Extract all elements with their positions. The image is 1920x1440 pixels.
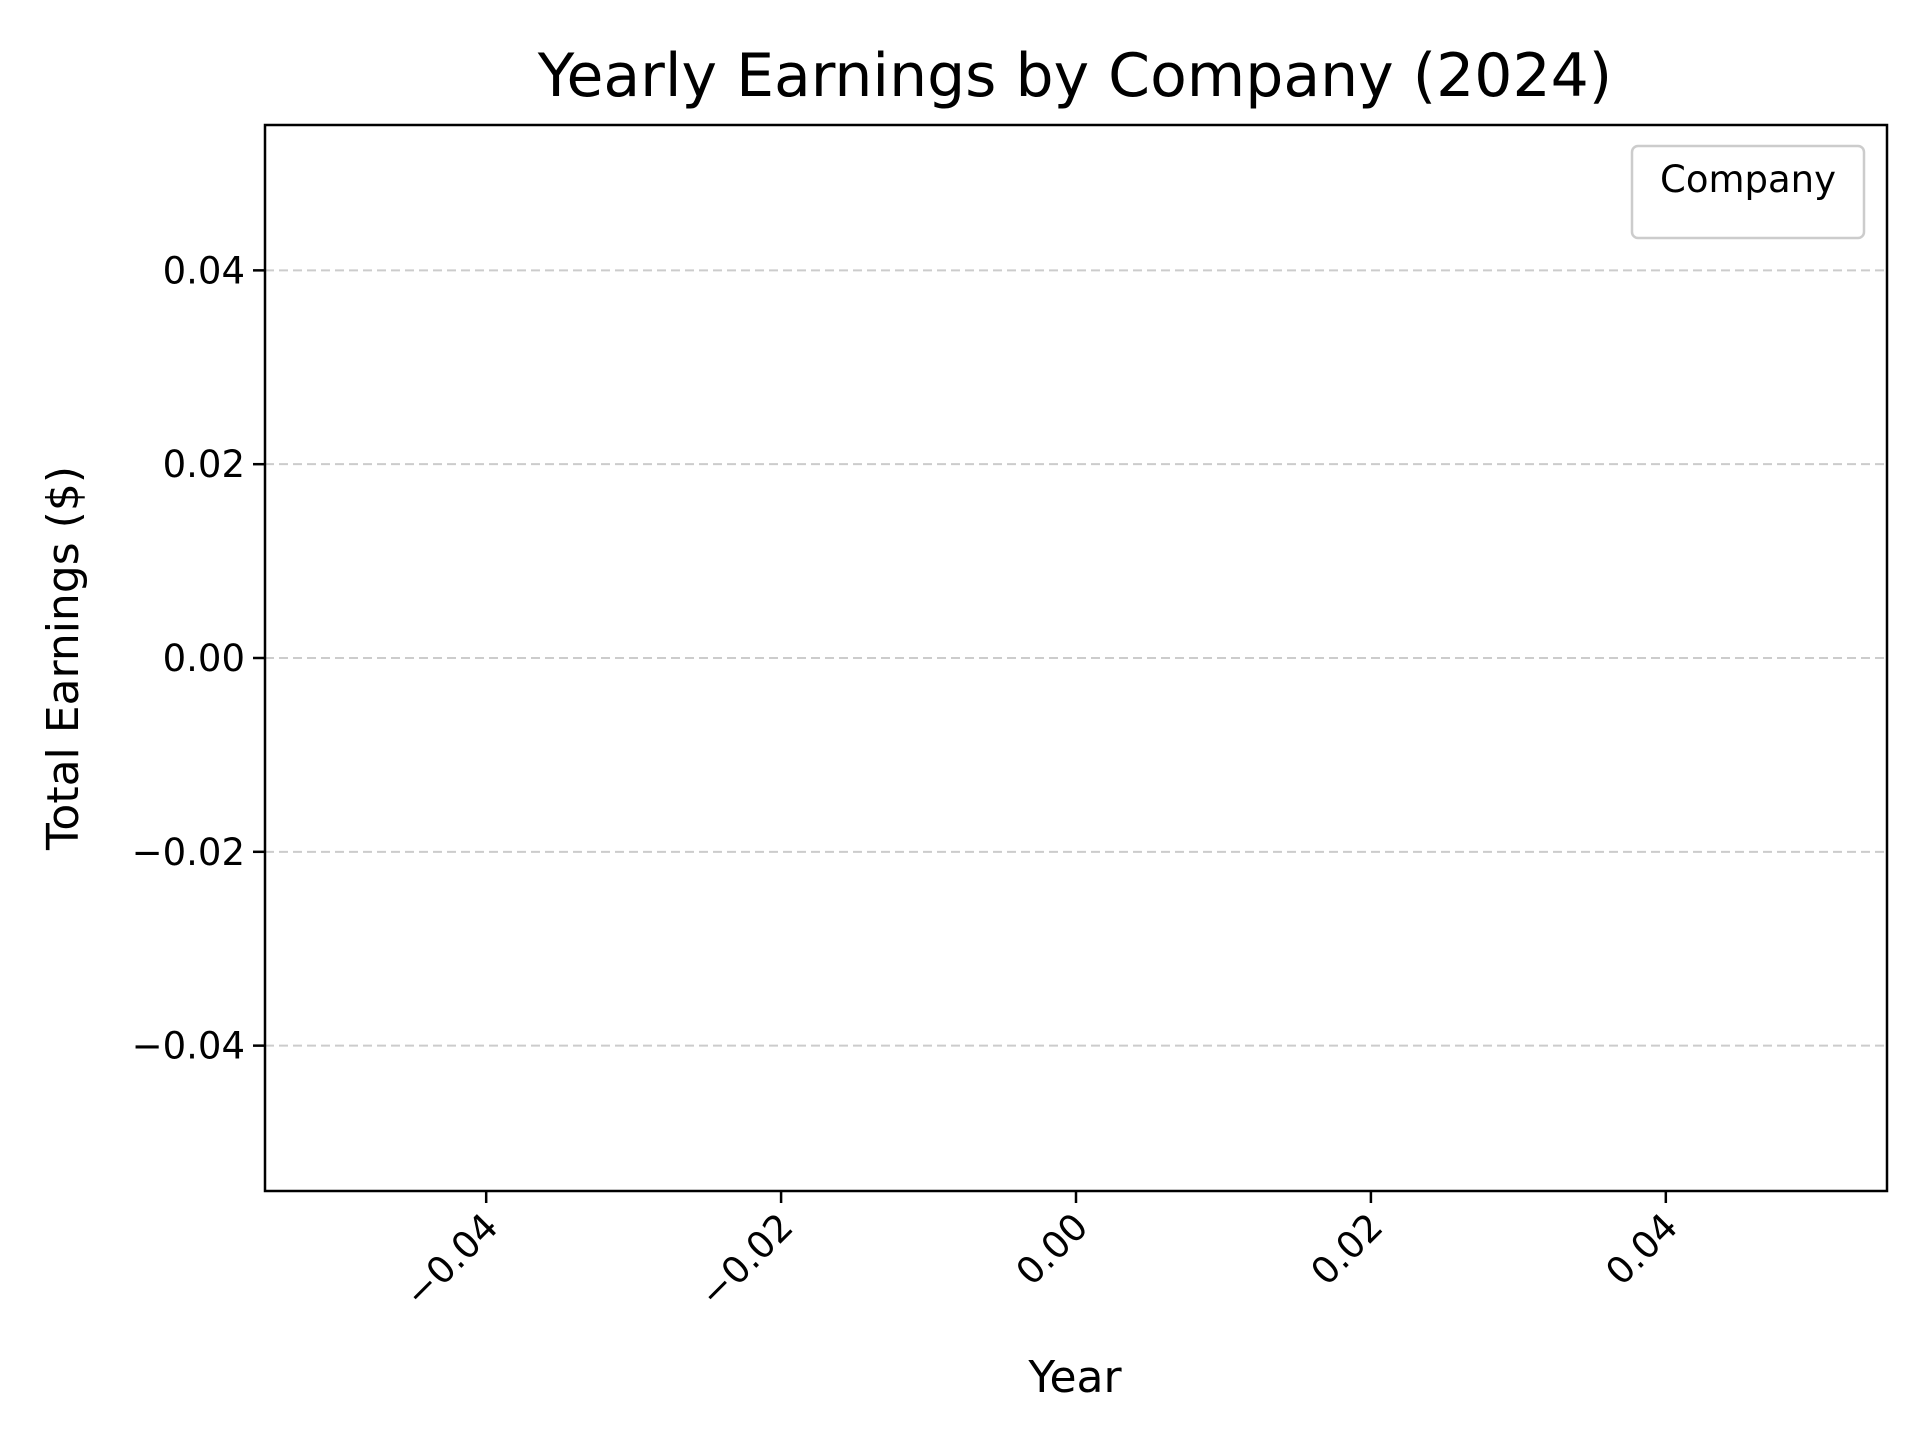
y-tick-label: 0.00 (163, 637, 245, 680)
y-axis-ticks: −0.04 −0.02 0.00 0.02 0.04 (132, 249, 265, 1068)
y-axis-label: Total Earnings ($) (38, 466, 89, 851)
legend-box (1630, 144, 1866, 240)
y-tick-label: −0.04 (132, 1025, 245, 1068)
x-axis-label: Year (1027, 1352, 1122, 1403)
y-tick-label: 0.04 (163, 249, 245, 292)
x-tick-label: 0.00 (1008, 1205, 1097, 1294)
gridlines (265, 269, 1887, 1047)
y-tick-label: −0.02 (132, 831, 245, 874)
x-tick-label: 0.02 (1303, 1205, 1392, 1294)
y-tick-label: 0.02 (163, 443, 245, 486)
legend-title: Company (1660, 158, 1836, 201)
x-axis-ticks: −0.04 −0.02 0.00 0.02 0.04 (396, 1191, 1686, 1316)
legend: Company (1630, 144, 1866, 240)
x-tick-label: 0.04 (1598, 1205, 1687, 1294)
x-tick-label: −0.04 (396, 1205, 507, 1316)
chart-title: Yearly Earnings by Company (2024) (537, 41, 1612, 111)
x-tick-label: −0.02 (691, 1205, 802, 1316)
